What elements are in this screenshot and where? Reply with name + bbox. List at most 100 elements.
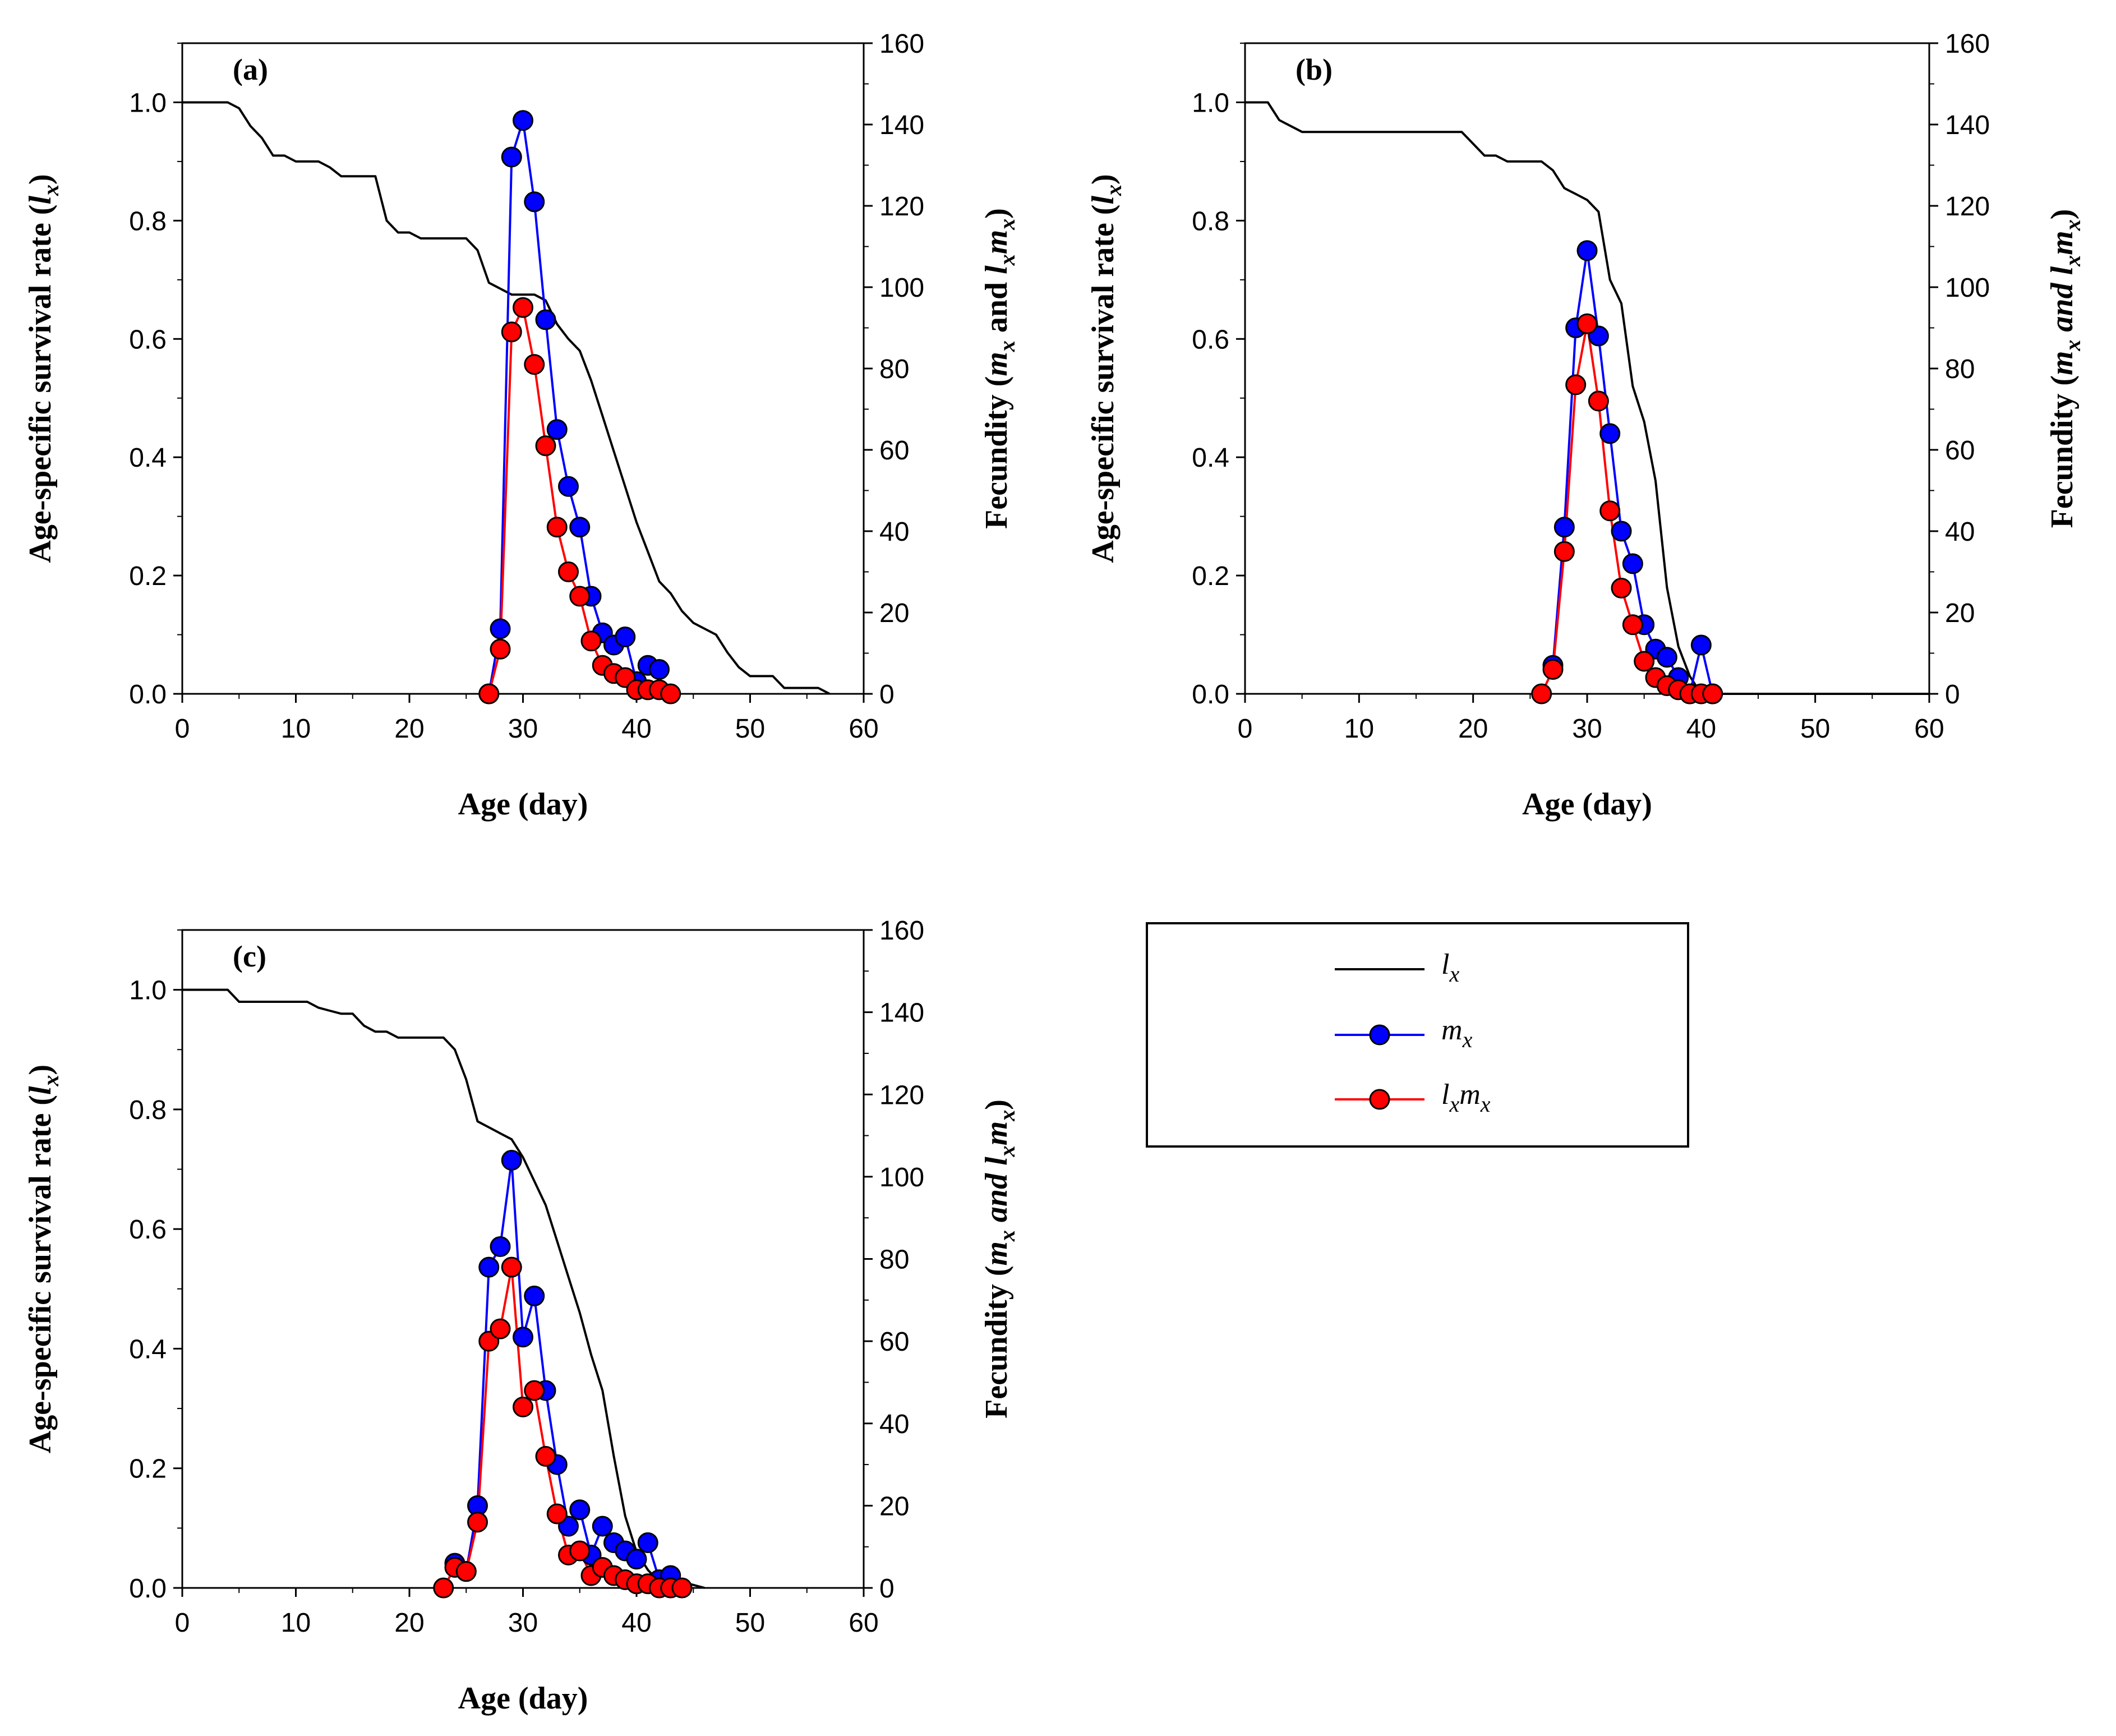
x-tick-label: 40 xyxy=(1686,714,1716,744)
y-right-tick-label: 140 xyxy=(879,998,924,1028)
y-right-tick-label: 60 xyxy=(879,436,909,466)
y-right-axis-title: Fecundity (mx and lxmx) xyxy=(979,208,1020,529)
y-right-tick-label: 60 xyxy=(879,1327,909,1357)
lxmx-point xyxy=(535,1445,556,1467)
mx-point xyxy=(615,627,636,647)
lxmx-point xyxy=(1553,541,1575,562)
series-lx-line xyxy=(182,988,706,1589)
lxmx-point xyxy=(501,321,522,343)
legend-label-mx: mx xyxy=(1441,1014,1473,1052)
x-tick-label: 30 xyxy=(1572,714,1602,744)
lxmx-point xyxy=(513,1396,533,1417)
lxmx-point xyxy=(1611,578,1632,598)
legend-label-lxmx: lxmx xyxy=(1441,1079,1491,1117)
lxmx-point xyxy=(546,517,568,538)
mx-point xyxy=(569,517,591,538)
mx-point xyxy=(1611,521,1632,542)
panel-3: 0 10 20 30 40 50 60 0.0 0.2 0.4 0.6 0.8 1.0 0 20 40 60 80… xyxy=(23,916,1020,1716)
panel-label: (a) xyxy=(233,53,268,86)
panel-1: 0 10 20 30 40 50 60 0.0 0.2 0.4 0.6 0.8 1.0 0 20 40 60 80… xyxy=(23,29,1020,822)
mx-point xyxy=(478,1256,500,1278)
lxmx-point xyxy=(558,561,579,582)
y-left-tick-label: 1.0 xyxy=(129,976,167,1006)
y-left-tick-label: 0.4 xyxy=(129,1334,167,1364)
y-right-tick-label: 100 xyxy=(879,1163,924,1192)
lxmx-point xyxy=(1634,651,1655,672)
lxmx-point xyxy=(490,638,511,660)
lxmx-point xyxy=(433,1577,454,1599)
y-right-tick-label: 80 xyxy=(1945,354,1975,384)
lxmx-point xyxy=(1702,683,1723,704)
y-right-tick-label: 80 xyxy=(879,354,909,384)
lxmx-point xyxy=(501,1256,522,1278)
lxmx-point xyxy=(580,630,602,652)
y-right-tick-label: 40 xyxy=(879,517,909,547)
mx-point xyxy=(1553,517,1575,538)
mx-point xyxy=(524,191,545,213)
y-right-tick-label: 20 xyxy=(879,598,909,628)
legend-marker-mx xyxy=(1369,1024,1390,1046)
y-right-tick-label: 0 xyxy=(879,1574,895,1604)
panel-label: (b) xyxy=(1296,53,1333,86)
panel-2: 0 10 20 30 40 50 60 0.0 0.2 0.4 0.6 0.8 1.0 0 20 40 60 80… xyxy=(1086,29,2085,822)
y-left-axis-title: Age-specific survival rate (lx) xyxy=(1086,174,1126,563)
y-right-tick-label: 0 xyxy=(879,680,895,710)
y-left-tick-label: 0.0 xyxy=(1192,680,1229,710)
lxmx-point xyxy=(1622,614,1643,636)
lxmx-point xyxy=(660,683,681,704)
y-right-tick-label: 160 xyxy=(1945,29,1990,59)
y-left-tick-label: 1.0 xyxy=(129,88,167,118)
mx-point xyxy=(513,110,533,131)
y-left-axis-title: Age-specific survival rate (lx) xyxy=(23,174,63,563)
mx-point xyxy=(558,476,579,497)
lxmx-point xyxy=(455,1561,477,1582)
lxmx-point xyxy=(513,297,533,318)
y-left-tick-label: 0.0 xyxy=(129,1574,167,1604)
x-tick-label: 30 xyxy=(508,714,538,744)
y-right-tick-label: 120 xyxy=(879,1080,924,1110)
x-tick-label: 30 xyxy=(508,1608,538,1638)
legend-marker-lxmx xyxy=(1369,1089,1390,1110)
lxmx-point xyxy=(478,683,500,704)
lxmx-point xyxy=(1588,390,1609,412)
x-tick-label: 50 xyxy=(1800,714,1830,744)
x-tick-label: 20 xyxy=(394,714,424,744)
y-left-tick-label: 1.0 xyxy=(1192,88,1229,118)
mx-point xyxy=(513,1327,533,1348)
mx-point xyxy=(1576,240,1598,261)
y-left-tick-label: 0.8 xyxy=(129,1095,167,1125)
x-tick-label: 20 xyxy=(394,1608,424,1638)
y-right-tick-label: 60 xyxy=(1945,436,1975,466)
y-right-tick-label: 40 xyxy=(1945,517,1975,547)
mx-point xyxy=(649,659,670,680)
y-right-axis-title: Fecundity (mx and lxmx) xyxy=(2045,209,2085,528)
y-right-axis-title: Fecundity (mx and lxmx) xyxy=(979,1099,1020,1419)
y-right-tick-label: 160 xyxy=(879,29,924,59)
y-right-tick-label: 140 xyxy=(879,110,924,140)
x-tick-label: 0 xyxy=(175,714,190,744)
x-tick-label: 50 xyxy=(735,714,765,744)
x-tick-label: 60 xyxy=(849,714,878,744)
y-right-tick-label: 120 xyxy=(1945,192,1990,222)
lxmx-point xyxy=(569,586,591,607)
series-lx-line xyxy=(1245,101,1929,695)
mx-point xyxy=(546,419,568,440)
lxmx-point xyxy=(490,1318,511,1339)
x-tick-label: 50 xyxy=(735,1608,765,1638)
y-left-tick-label: 0.4 xyxy=(129,443,167,473)
x-axis-title: Age (day) xyxy=(1522,787,1652,822)
mx-point xyxy=(1690,634,1712,656)
x-tick-label: 40 xyxy=(621,714,651,744)
y-right-tick-label: 20 xyxy=(1945,598,1975,628)
y-left-axis-title: Age-specific survival rate (lx) xyxy=(23,1065,63,1453)
mx-point xyxy=(1599,423,1621,444)
y-right-tick-label: 20 xyxy=(879,1491,909,1521)
mx-point xyxy=(535,309,556,330)
y-left-tick-label: 0.6 xyxy=(129,325,167,354)
y-right-tick-label: 40 xyxy=(879,1410,909,1439)
series-lxmx-line xyxy=(487,303,671,695)
x-tick-label: 0 xyxy=(175,1608,190,1638)
x-axis-title: Age (day) xyxy=(458,1681,588,1716)
y-right-tick-label: 80 xyxy=(879,1245,909,1275)
